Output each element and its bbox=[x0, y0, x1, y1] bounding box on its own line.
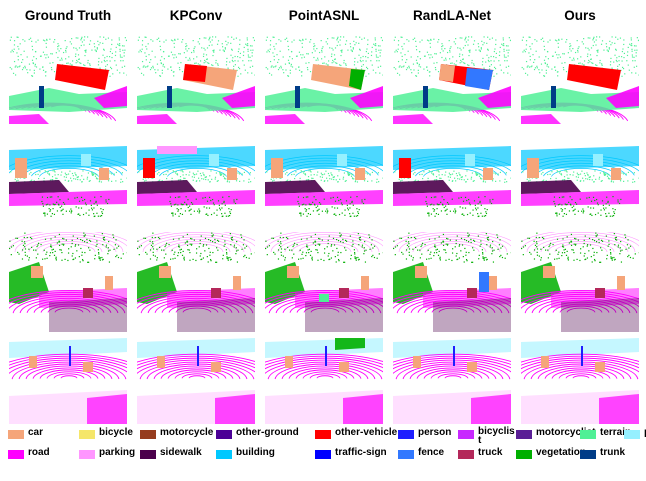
legend-swatch bbox=[8, 430, 24, 439]
panel-row-2-ground-truth bbox=[9, 144, 127, 224]
legend-swatch bbox=[398, 450, 414, 459]
legend-label: truck bbox=[478, 447, 503, 458]
legend-label: road bbox=[28, 447, 50, 458]
legend-label: bicycle bbox=[99, 427, 133, 438]
panel-row-3-ours bbox=[521, 232, 639, 332]
panel-row-1-kpconv bbox=[137, 36, 255, 124]
panel-row-2-randla-net bbox=[393, 144, 511, 224]
point-cloud-segmentation bbox=[521, 232, 639, 332]
point-cloud-segmentation bbox=[393, 232, 511, 332]
legend-swatch bbox=[315, 450, 331, 459]
legend-label: person bbox=[418, 427, 452, 438]
legend-swatch bbox=[315, 430, 331, 439]
panel-row-3-ground-truth bbox=[9, 232, 127, 332]
legend-swatch bbox=[624, 430, 640, 439]
panel-row-2-pointasnl bbox=[265, 144, 383, 224]
legend-swatch bbox=[458, 450, 474, 459]
legend-swatch bbox=[398, 430, 414, 439]
panel-row-3-kpconv bbox=[137, 232, 255, 332]
panel-row-1-pointasnl bbox=[265, 36, 383, 124]
panel-row-2-ours bbox=[521, 144, 639, 224]
legend-label: vegetation bbox=[536, 447, 587, 458]
legend-label: motorcyclist bbox=[536, 427, 596, 438]
point-cloud-segmentation bbox=[9, 232, 127, 332]
point-cloud-segmentation bbox=[265, 338, 383, 424]
legend-swatch bbox=[79, 430, 95, 439]
panel-row-4-randla-net bbox=[393, 338, 511, 424]
panel-row-4-kpconv bbox=[137, 338, 255, 424]
panel-row-1-ours bbox=[521, 36, 639, 124]
point-cloud-segmentation bbox=[393, 146, 511, 218]
legend-label: sidewalk bbox=[160, 447, 202, 458]
legend-label: traffic-sign bbox=[335, 447, 387, 458]
legend-swatch bbox=[79, 450, 95, 459]
legend-label: building bbox=[236, 447, 275, 458]
panel-row-1-ground-truth bbox=[9, 36, 127, 124]
column-header-ours: Ours bbox=[564, 8, 596, 23]
legend-label: parking bbox=[99, 447, 136, 458]
legend-label: fence bbox=[418, 447, 445, 458]
point-cloud-segmentation bbox=[265, 146, 383, 218]
point-cloud-segmentation bbox=[393, 338, 511, 424]
legend-swatch bbox=[216, 450, 232, 459]
legend-swatch bbox=[140, 450, 156, 459]
legend-swatch bbox=[140, 430, 156, 439]
column-header-ground-truth: Ground Truth bbox=[24, 8, 112, 23]
column-header-kpconv: KPConv bbox=[169, 8, 223, 23]
point-cloud-segmentation bbox=[137, 338, 255, 424]
panel-row-4-ground-truth bbox=[9, 338, 127, 424]
legend-swatch bbox=[458, 430, 474, 439]
legend-label: car bbox=[28, 427, 44, 438]
panel-row-4-ours bbox=[521, 338, 639, 424]
legend-label: pole bbox=[644, 427, 646, 438]
legend-swatch bbox=[516, 450, 532, 459]
legend-swatch bbox=[580, 450, 596, 459]
column-header-randla-net: RandLA-Net bbox=[413, 8, 491, 23]
legend-label: other-ground bbox=[236, 427, 299, 438]
point-cloud-segmentation bbox=[9, 338, 127, 424]
legend-label: motorcycle bbox=[160, 427, 214, 438]
panel-row-3-pointasnl bbox=[265, 232, 383, 332]
point-cloud-segmentation bbox=[137, 36, 255, 124]
point-cloud-segmentation bbox=[265, 232, 383, 332]
legend-swatch bbox=[580, 430, 596, 439]
panel-row-3-randla-net bbox=[393, 232, 511, 332]
point-cloud-segmentation bbox=[521, 36, 639, 124]
legend-swatch bbox=[8, 450, 24, 459]
point-cloud-segmentation bbox=[521, 146, 639, 218]
legend-label: terrain bbox=[600, 427, 632, 438]
panel-row-2-kpconv bbox=[137, 144, 255, 224]
legend-label: trunk bbox=[600, 447, 625, 458]
point-cloud-segmentation bbox=[9, 146, 127, 218]
column-header-pointasnl: PointASNL bbox=[288, 8, 360, 23]
legend-swatch bbox=[216, 430, 232, 439]
point-cloud-segmentation bbox=[265, 36, 383, 124]
legend-label: bicyclis t bbox=[478, 426, 515, 446]
point-cloud-segmentation bbox=[521, 338, 639, 424]
point-cloud-segmentation bbox=[9, 36, 127, 124]
legend-swatch bbox=[516, 430, 532, 439]
panel-row-4-pointasnl bbox=[265, 338, 383, 424]
legend-label: other-vehicle bbox=[335, 427, 398, 438]
point-cloud-segmentation bbox=[137, 232, 255, 332]
point-cloud-segmentation bbox=[137, 146, 255, 218]
panel-row-1-randla-net bbox=[393, 36, 511, 124]
point-cloud-segmentation bbox=[393, 36, 511, 124]
